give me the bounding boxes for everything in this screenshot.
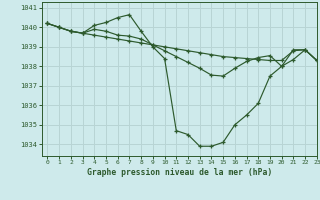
X-axis label: Graphe pression niveau de la mer (hPa): Graphe pression niveau de la mer (hPa): [87, 168, 272, 177]
